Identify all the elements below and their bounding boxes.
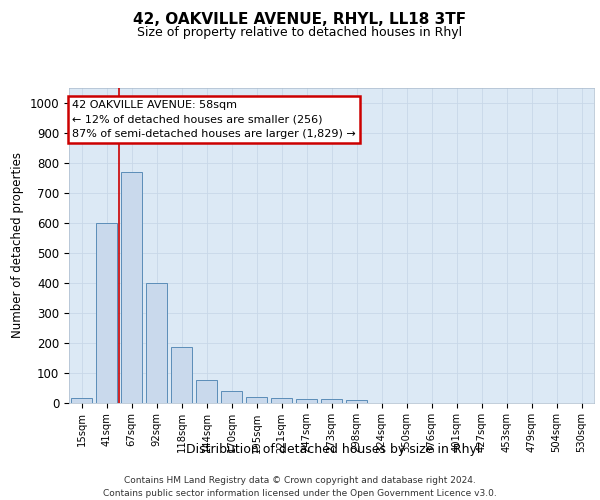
Bar xyxy=(346,400,367,402)
Bar xyxy=(121,172,142,402)
Bar xyxy=(146,282,167,403)
Text: 42 OAKVILLE AVENUE: 58sqm
← 12% of detached houses are smaller (256)
87% of semi: 42 OAKVILLE AVENUE: 58sqm ← 12% of detac… xyxy=(72,100,356,139)
Bar xyxy=(271,398,292,402)
Bar xyxy=(221,391,242,402)
Text: Size of property relative to detached houses in Rhyl: Size of property relative to detached ho… xyxy=(137,26,463,39)
Y-axis label: Number of detached properties: Number of detached properties xyxy=(11,152,24,338)
Bar xyxy=(71,398,92,402)
Bar xyxy=(321,399,342,402)
Bar xyxy=(246,397,267,402)
Text: Distribution of detached houses by size in Rhyl: Distribution of detached houses by size … xyxy=(186,442,480,456)
Bar xyxy=(96,222,117,402)
Bar xyxy=(296,399,317,402)
Text: Contains public sector information licensed under the Open Government Licence v3: Contains public sector information licen… xyxy=(103,489,497,498)
Bar xyxy=(171,347,192,403)
Text: Contains HM Land Registry data © Crown copyright and database right 2024.: Contains HM Land Registry data © Crown c… xyxy=(124,476,476,485)
Text: 42, OAKVILLE AVENUE, RHYL, LL18 3TF: 42, OAKVILLE AVENUE, RHYL, LL18 3TF xyxy=(133,12,467,28)
Bar xyxy=(196,380,217,402)
